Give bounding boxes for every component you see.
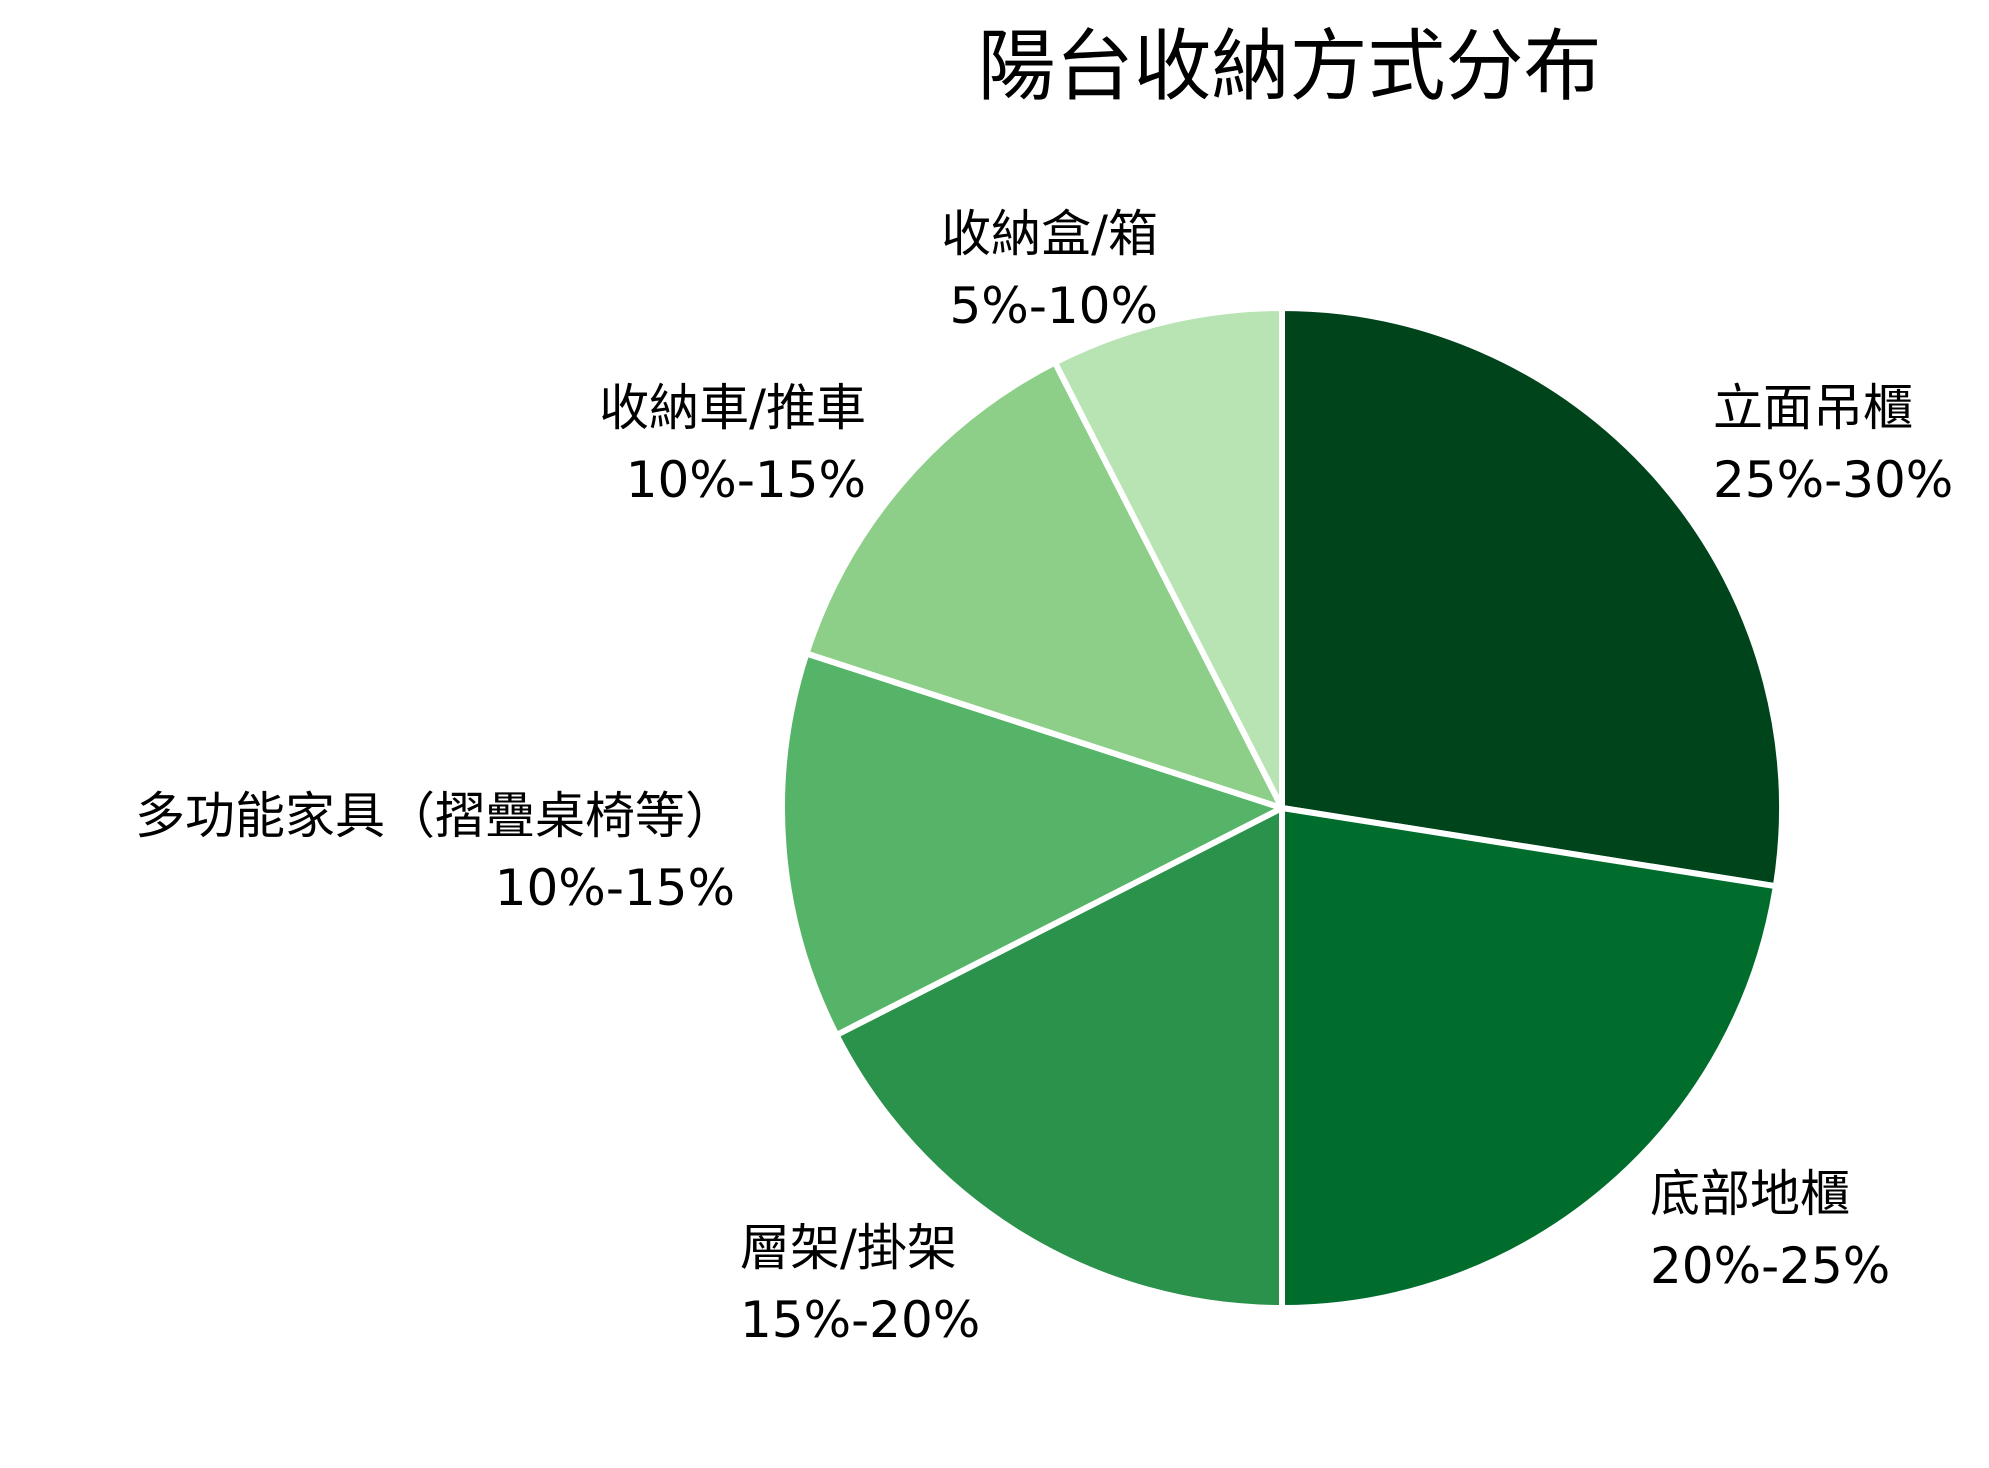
label-name: 多功能家具（摺疊桌椅等） bbox=[135, 787, 735, 845]
label-name: 立面吊櫃 bbox=[1713, 379, 1913, 437]
label-shelf-rack: 層架/掛架 15%-20% bbox=[740, 1212, 980, 1356]
chart-title: 陽台收納方式分布 bbox=[977, 22, 1602, 112]
pie-slice bbox=[1279, 305, 1785, 890]
label-storage-box: 收納盒/箱 5%-10% bbox=[941, 198, 1158, 342]
label-range: 5%-10% bbox=[949, 277, 1159, 335]
pie-slice bbox=[1279, 805, 1779, 1311]
label-range: 10%-15% bbox=[494, 859, 735, 917]
label-range: 25%-30% bbox=[1713, 451, 1954, 509]
pie-slice bbox=[1052, 305, 1285, 811]
label-storage-cart: 收納車/推車 10%-15% bbox=[599, 372, 866, 516]
label-floor-cabinet: 底部地櫃 20%-25% bbox=[1650, 1158, 1890, 1302]
label-name: 層架/掛架 bbox=[740, 1219, 957, 1277]
pie-slice bbox=[803, 359, 1285, 811]
label-range: 10%-15% bbox=[625, 451, 866, 509]
label-wall-cabinet: 立面吊櫃 25%-30% bbox=[1713, 372, 1953, 516]
label-name: 收納車/推車 bbox=[599, 379, 866, 437]
label-range: 20%-25% bbox=[1650, 1237, 1891, 1295]
label-name: 收納盒/箱 bbox=[941, 205, 1158, 263]
pie-slice bbox=[833, 805, 1285, 1311]
label-name: 底部地櫃 bbox=[1650, 1165, 1850, 1223]
pie-slice bbox=[779, 650, 1285, 1038]
label-range: 15%-20% bbox=[740, 1291, 981, 1349]
label-multifunction-furniture: 多功能家具（摺疊桌椅等） 10%-15% bbox=[135, 780, 735, 924]
